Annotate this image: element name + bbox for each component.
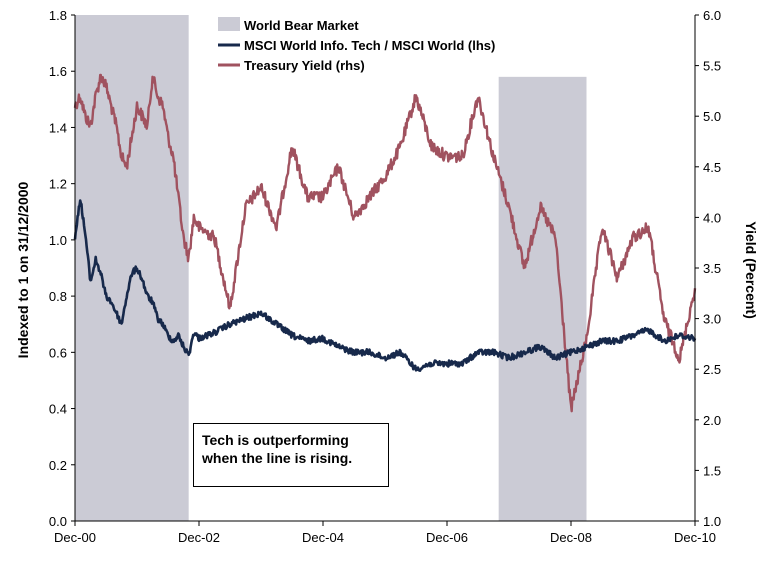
y-left-tick-label: 1.4: [49, 120, 67, 135]
x-tick-label: Dec-08: [550, 530, 592, 545]
y-left-tick-label: 0.2: [49, 458, 67, 473]
legend-label: Treasury Yield (rhs): [244, 58, 365, 73]
legend-label: World Bear Market: [244, 18, 359, 33]
y-left-tick-label: 1.2: [49, 177, 67, 192]
y-left-tick-label: 1.6: [49, 64, 67, 79]
annotation-line-1: Tech is outperforming: [202, 432, 349, 448]
x-tick-label: Dec-06: [426, 530, 468, 545]
y-left-tick-label: 1.0: [49, 233, 67, 248]
y-axis-left-title: Indexed to 1 on 31/12/2000: [15, 181, 31, 358]
x-tick-label: Dec-10: [674, 530, 716, 545]
bear-market-shading: [75, 15, 587, 521]
y-right-tick-label: 5.0: [703, 109, 721, 124]
series-line-treasury-yield: [73, 73, 697, 413]
x-tick-label: Dec-02: [178, 530, 220, 545]
x-tick-label: Dec-04: [302, 530, 344, 545]
y-right-tick-label: 1.0: [703, 514, 721, 529]
x-tick-label: Dec-00: [54, 530, 96, 545]
y-right-tick-label: 4.0: [703, 210, 721, 225]
y-left-tick-label: 1.8: [49, 8, 67, 23]
tick-labels: 0.0 0.2 0.4 0.6 0.8 1.0 1.2 1.4 1.6 1.8 1.0 1.5 2.0 2…: [49, 8, 721, 545]
y-right-tick-label: 4.5: [703, 160, 721, 175]
series-line-tech-ratio: [73, 199, 697, 372]
series-layer: [73, 73, 697, 413]
y-right-tick-label: 2.5: [703, 362, 721, 377]
y-right-tick-label: 6.0: [703, 8, 721, 23]
y-right-tick-label: 1.5: [703, 463, 721, 478]
annotation-box: Tech is outperforming when the line is r…: [193, 423, 389, 487]
legend-label: MSCI World Info. Tech / MSCI World (lhs): [244, 38, 495, 53]
y-left-tick-label: 0.6: [49, 345, 67, 360]
y-right-tick-label: 3.0: [703, 312, 721, 327]
axes: [71, 14, 699, 526]
y-left-tick-label: 0.0: [49, 514, 67, 529]
y-left-tick-label: 0.8: [49, 289, 67, 304]
y-left-tick-label: 0.4: [49, 402, 67, 417]
y-right-tick-label: 2.0: [703, 413, 721, 428]
y-axis-right-title: Yield (Percent): [743, 221, 759, 319]
legend: World Bear Market MSCI World Info. Tech /…: [218, 17, 495, 73]
bear-market-band: [75, 15, 189, 521]
annotation-line-2: when the line is rising.: [202, 450, 353, 466]
y-right-tick-label: 3.5: [703, 261, 721, 276]
bear-market-band: [498, 76, 587, 521]
y-right-tick-label: 5.5: [703, 59, 721, 74]
legend-swatch-box: [218, 17, 240, 31]
